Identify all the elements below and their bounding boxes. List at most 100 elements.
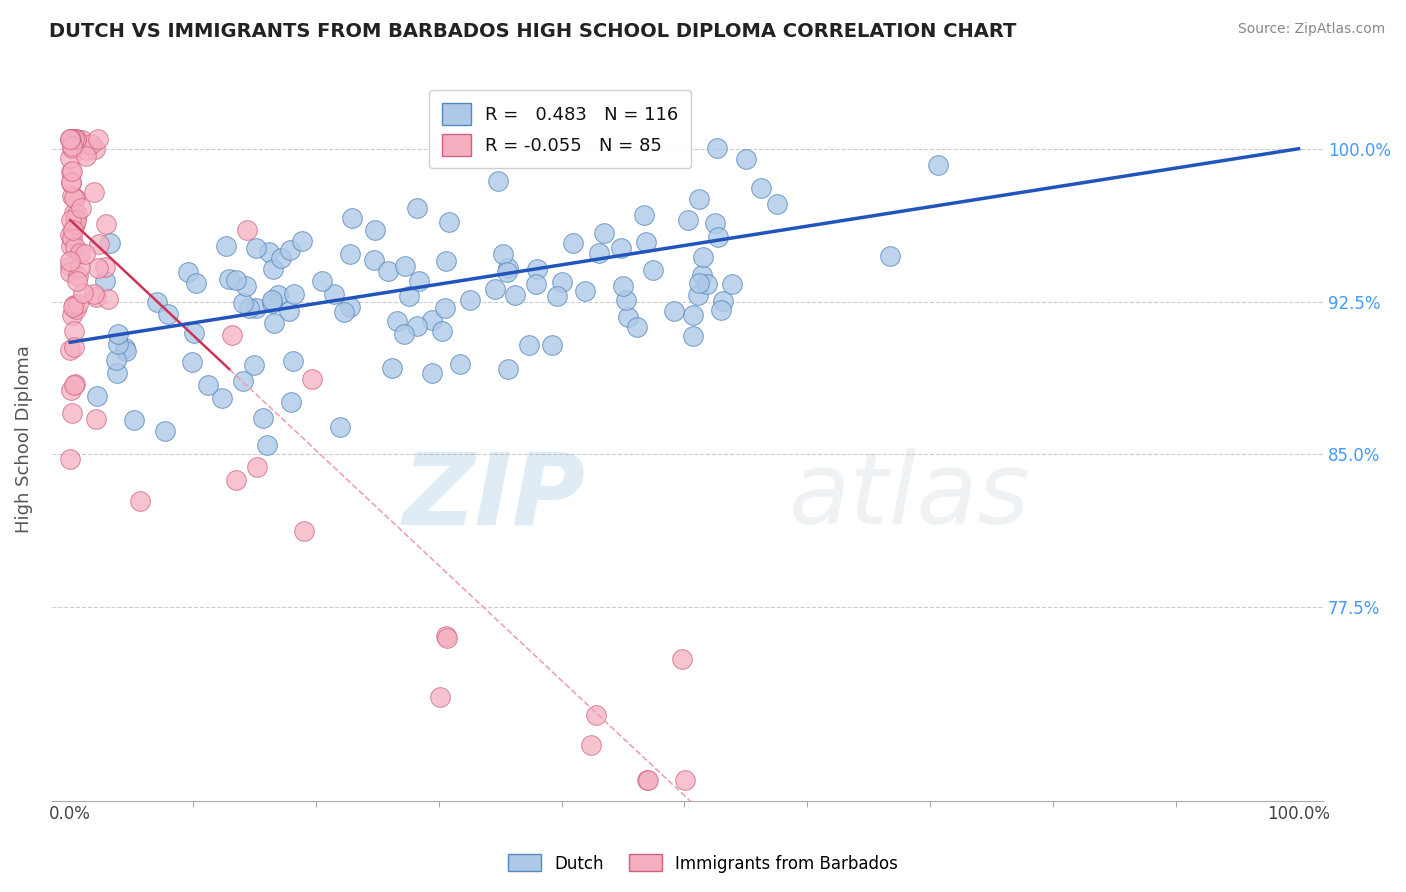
Point bbox=[704, 216, 727, 230]
Point bbox=[503, 288, 526, 302]
Point bbox=[392, 326, 415, 341]
Point bbox=[84, 142, 107, 156]
Point bbox=[197, 377, 219, 392]
Point bbox=[63, 205, 86, 219]
Point bbox=[243, 359, 266, 373]
Point bbox=[66, 207, 89, 221]
Point bbox=[94, 217, 117, 231]
Point bbox=[256, 438, 278, 452]
Y-axis label: High School Diploma: High School Diploma bbox=[15, 345, 32, 533]
Point bbox=[692, 268, 714, 282]
Point bbox=[107, 337, 129, 351]
Point bbox=[65, 131, 87, 145]
Point bbox=[65, 302, 87, 317]
Point bbox=[69, 260, 91, 274]
Point bbox=[62, 138, 84, 153]
Point bbox=[429, 690, 451, 705]
Text: DUTCH VS IMMIGRANTS FROM BARBADOS HIGH SCHOOL DIPLOMA CORRELATION CHART: DUTCH VS IMMIGRANTS FROM BARBADOS HIGH S… bbox=[49, 22, 1017, 41]
Point bbox=[122, 413, 145, 427]
Point bbox=[734, 152, 756, 166]
Point bbox=[62, 131, 84, 145]
Point bbox=[879, 249, 901, 263]
Point bbox=[62, 377, 84, 392]
Point bbox=[449, 357, 471, 371]
Point bbox=[221, 328, 243, 343]
Point bbox=[59, 212, 82, 227]
Point bbox=[633, 208, 655, 222]
Point bbox=[181, 355, 204, 369]
Legend: R =   0.483   N = 116, R = -0.055   N = 85: R = 0.483 N = 116, R = -0.055 N = 85 bbox=[429, 90, 692, 169]
Point bbox=[408, 274, 430, 288]
Point bbox=[278, 304, 301, 318]
Point bbox=[60, 406, 83, 420]
Point bbox=[59, 131, 82, 145]
Point bbox=[262, 261, 284, 276]
Point bbox=[339, 300, 361, 314]
Point bbox=[83, 286, 105, 301]
Point bbox=[394, 259, 416, 273]
Point bbox=[927, 158, 949, 172]
Text: atlas: atlas bbox=[789, 449, 1031, 545]
Point bbox=[128, 494, 150, 508]
Point bbox=[283, 287, 305, 301]
Point bbox=[63, 191, 86, 205]
Point bbox=[706, 141, 728, 155]
Point bbox=[436, 632, 458, 646]
Point bbox=[62, 300, 84, 314]
Point bbox=[75, 144, 97, 158]
Point bbox=[363, 253, 385, 268]
Point bbox=[301, 372, 323, 386]
Point bbox=[673, 773, 696, 788]
Point bbox=[59, 343, 82, 357]
Point bbox=[184, 276, 207, 290]
Point bbox=[245, 301, 267, 316]
Text: Source: ZipAtlas.com: Source: ZipAtlas.com bbox=[1237, 22, 1385, 37]
Point bbox=[70, 133, 93, 147]
Point bbox=[98, 236, 121, 251]
Point bbox=[225, 272, 247, 286]
Point bbox=[62, 324, 84, 338]
Point bbox=[236, 223, 259, 237]
Point bbox=[231, 374, 253, 388]
Point bbox=[63, 377, 86, 392]
Point bbox=[458, 293, 481, 307]
Point bbox=[363, 223, 385, 237]
Point bbox=[323, 287, 346, 301]
Point bbox=[83, 185, 105, 199]
Point bbox=[69, 137, 91, 152]
Point bbox=[60, 165, 83, 179]
Point bbox=[72, 286, 94, 301]
Point bbox=[89, 236, 111, 251]
Point bbox=[422, 366, 444, 380]
Point bbox=[86, 389, 108, 403]
Point bbox=[114, 343, 136, 358]
Point bbox=[67, 269, 90, 284]
Point bbox=[59, 452, 82, 467]
Point bbox=[232, 296, 254, 310]
Point bbox=[710, 302, 733, 317]
Point bbox=[420, 313, 443, 327]
Point bbox=[688, 193, 710, 207]
Point bbox=[257, 244, 280, 259]
Point bbox=[59, 131, 82, 145]
Point bbox=[235, 278, 257, 293]
Point bbox=[66, 274, 89, 288]
Point bbox=[60, 308, 83, 322]
Text: ZIP: ZIP bbox=[402, 449, 586, 545]
Point bbox=[59, 131, 82, 145]
Point bbox=[696, 277, 718, 292]
Point bbox=[405, 318, 427, 333]
Point bbox=[434, 253, 457, 268]
Point bbox=[176, 265, 198, 279]
Point bbox=[70, 201, 93, 215]
Point bbox=[561, 235, 583, 250]
Point bbox=[59, 131, 82, 145]
Point bbox=[524, 277, 547, 291]
Point bbox=[263, 317, 285, 331]
Point bbox=[574, 284, 596, 298]
Point bbox=[94, 260, 117, 275]
Point bbox=[252, 411, 274, 425]
Point bbox=[498, 361, 520, 376]
Point bbox=[614, 293, 637, 307]
Point bbox=[270, 252, 292, 266]
